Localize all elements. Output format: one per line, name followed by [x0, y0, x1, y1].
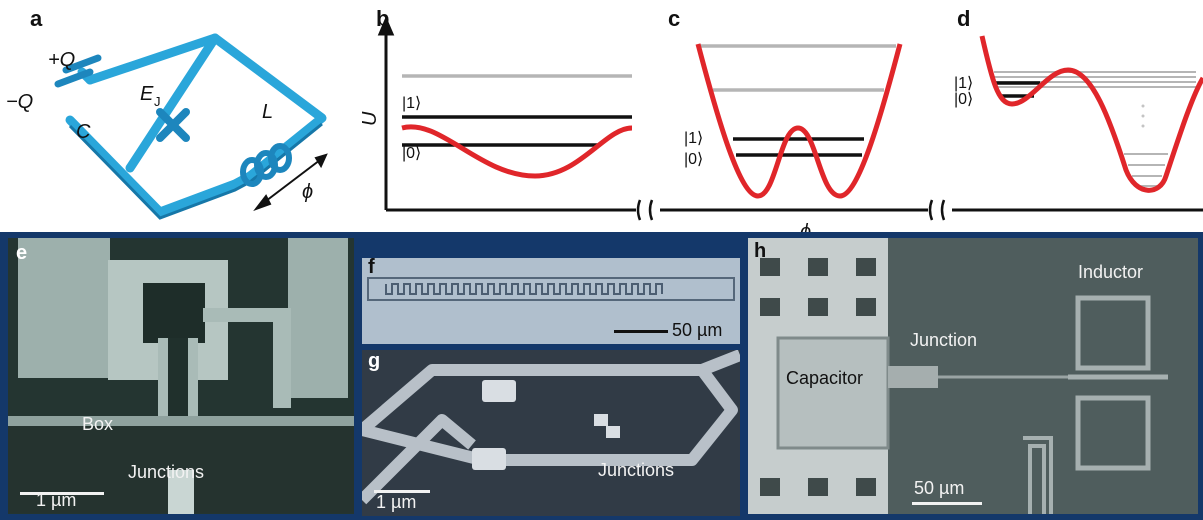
micrograph-strip: e Box Junctions 1 µm f 50 µm [0, 232, 1203, 520]
panel-label-f: f [368, 258, 375, 278]
micrograph-f: f 50 µm [362, 258, 740, 344]
scale-label-f: 50 µm [672, 320, 723, 340]
label-junction-h: Junction [910, 330, 978, 350]
label-ej-sub: J [154, 94, 161, 109]
panel-label-d: d [957, 6, 971, 31]
inductor-icon [240, 143, 292, 187]
b-state1-label: |1⟩ [402, 95, 421, 112]
c-state1-label: |1⟩ [684, 130, 703, 147]
d-levels-gray [994, 71, 1196, 187]
label-flux: ϕ [302, 181, 313, 203]
micrograph-h: h Capacitor Junction Inductor 50 µm [748, 238, 1198, 514]
b-state0-label: |0⟩ [402, 145, 421, 162]
axis-break-marks [636, 199, 946, 221]
capacitor-icon [54, 54, 102, 88]
flux-arrow [253, 153, 328, 212]
scale-bar-g [374, 490, 430, 493]
y-axis-arrow [377, 16, 395, 36]
d-state0-label: |0⟩ [954, 91, 973, 108]
micrograph-g: g Junctions 1 µm [362, 350, 740, 516]
circuit-diagram: +Q −Q C E J L ϕ [6, 33, 328, 220]
josephson-junction-icon [156, 108, 190, 142]
label-minus-q: −Q [6, 91, 33, 113]
micrograph-e: e Box Junctions 1 µm [8, 238, 354, 514]
panel-label-e: e [16, 242, 28, 264]
potential-diagrams: U ϕ |1⟩ |0⟩ |1⟩ |0⟩ |1⟩ |0⟩ [359, 16, 1203, 235]
label-box: Box [82, 414, 114, 434]
label-capacitor: Capacitor [786, 368, 864, 388]
label-inductance: L [262, 101, 273, 123]
label-junctions-e: Junctions [128, 462, 205, 482]
y-axis-label: U [359, 111, 381, 126]
scale-bar-h [912, 502, 982, 505]
c-potential-curve [695, 43, 903, 199]
label-junctions-g: Junctions [598, 460, 675, 480]
label-plus-q: +Q [48, 49, 75, 71]
label-ej: E [140, 83, 154, 105]
d-state1-label: |1⟩ [954, 75, 973, 92]
x-axis-label: ϕ [800, 221, 811, 235]
label-inductor: Inductor [1078, 262, 1144, 282]
label-capacitance: C [76, 121, 91, 143]
scale-label-h: 50 µm [914, 478, 965, 498]
b-potential-curve [401, 124, 633, 179]
panel-label-h: h [754, 240, 767, 262]
scale-bar-f [614, 330, 668, 333]
junction-branch [125, 33, 220, 173]
scale-label-g: 1 µm [376, 492, 417, 512]
panel-label-c: c [668, 6, 681, 31]
c-state0-label: |0⟩ [684, 151, 703, 168]
panel-label-g: g [368, 350, 381, 372]
d-potential-curve [979, 35, 1203, 193]
d-ellipsis-dots [1141, 104, 1145, 128]
scale-label-e: 1 µm [36, 490, 77, 510]
panel-label-a: a [30, 6, 43, 31]
scale-bar-e [20, 492, 104, 495]
